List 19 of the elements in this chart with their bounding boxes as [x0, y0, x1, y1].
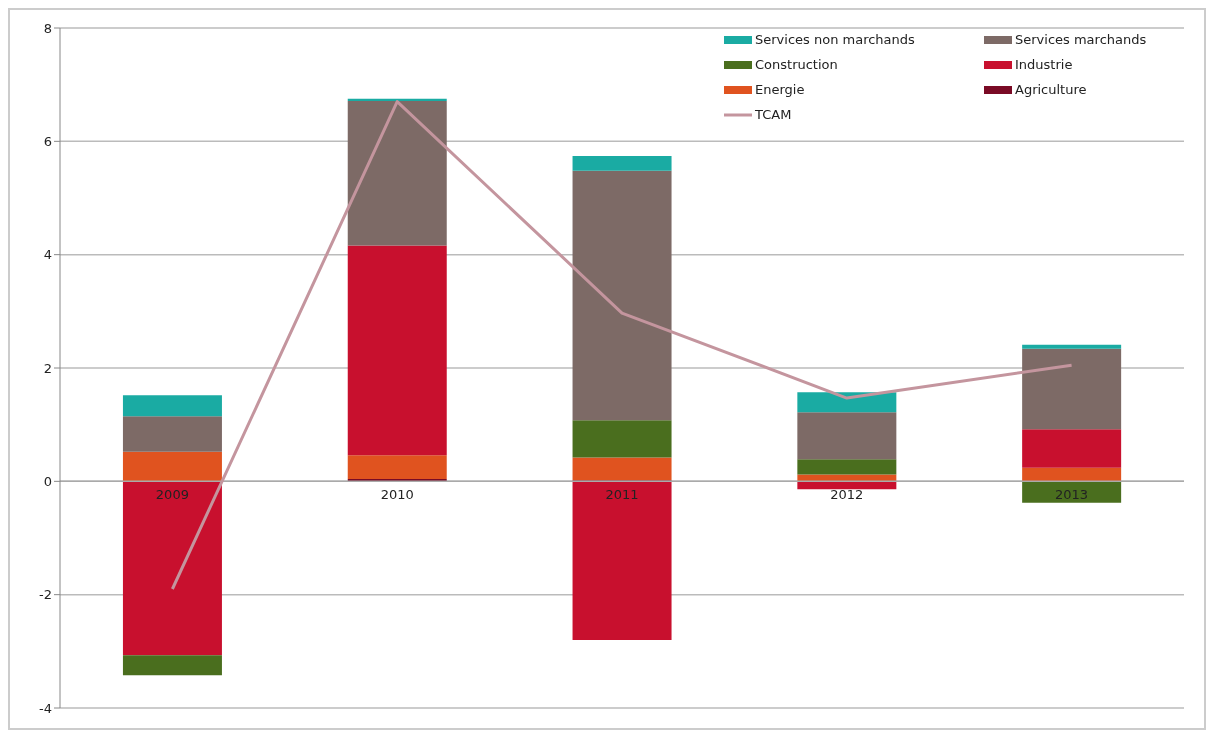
legend-label: Services marchands — [1015, 32, 1147, 47]
x-tick-label: 2011 — [605, 487, 639, 503]
y-tick-label: 6 — [43, 133, 52, 149]
legend-label: Agriculture — [1015, 82, 1087, 97]
legend-label: TCAM — [755, 107, 792, 122]
y-tick-label: -2 — [39, 587, 52, 603]
y-tick-label: 2 — [43, 360, 52, 376]
legend-label: Services non marchands — [755, 32, 915, 47]
legend-label: Construction — [755, 57, 838, 72]
x-tick-label: 2010 — [380, 487, 414, 503]
legend-label: Industrie — [1015, 57, 1073, 72]
x-tick-label: 2013 — [1055, 487, 1089, 503]
x-tick-label: 2012 — [830, 487, 864, 503]
y-tick-label: 4 — [43, 247, 52, 263]
legend-label: Energie — [755, 82, 805, 97]
x-tick-label: 2009 — [155, 487, 189, 503]
y-tick-label: -4 — [39, 700, 52, 716]
y-tick-label: 0 — [43, 473, 52, 489]
y-tick-label: 8 — [43, 20, 52, 36]
